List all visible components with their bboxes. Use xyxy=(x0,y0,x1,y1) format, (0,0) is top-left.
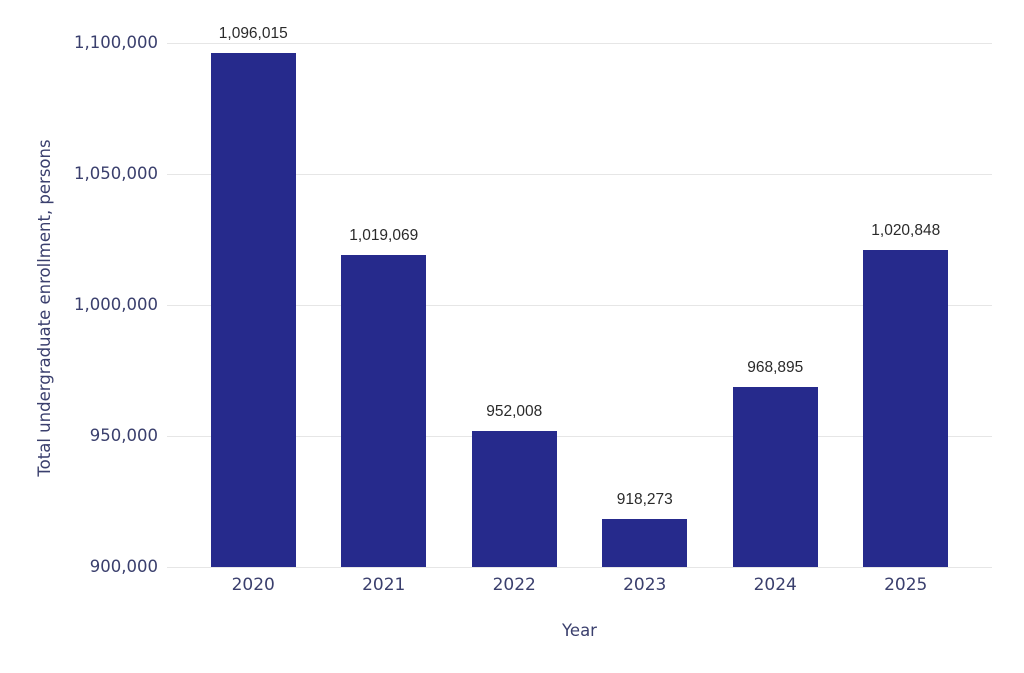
bar-value-label: 1,096,015 xyxy=(218,25,288,43)
gridline xyxy=(167,435,992,437)
bar-value-label: 968,895 xyxy=(747,358,804,376)
x-tick-label: 2021 xyxy=(362,575,406,595)
bar-2022 xyxy=(471,430,557,567)
bar-value-label: 952,008 xyxy=(486,402,543,420)
gridline xyxy=(167,42,992,44)
y-tick-label: 950,000 xyxy=(89,426,158,445)
x-tick-label: 2025 xyxy=(884,575,928,595)
x-axis-title: Year xyxy=(562,621,597,640)
bar-2021 xyxy=(341,255,427,567)
y-tick-label: 1,050,000 xyxy=(74,164,158,183)
x-tick-label: 2020 xyxy=(231,575,275,595)
gridline xyxy=(167,304,992,306)
gridline xyxy=(167,566,992,568)
bar-2023 xyxy=(602,519,688,567)
gridline xyxy=(167,173,992,175)
bar-2025 xyxy=(863,250,949,567)
y-tick-label: 1,100,000 xyxy=(74,33,158,52)
bar-value-label: 1,020,848 xyxy=(871,222,941,240)
x-tick-label: 2024 xyxy=(753,575,797,595)
bar-2020 xyxy=(210,53,296,567)
bar-value-label: 1,019,069 xyxy=(349,227,419,245)
bar-value-label: 918,273 xyxy=(616,491,673,509)
y-tick-label: 1,000,000 xyxy=(74,295,158,314)
x-tick-label: 2022 xyxy=(492,575,536,595)
y-tick-label: 900,000 xyxy=(89,557,158,576)
plot-area: 900,000 950,000 1,000,000 1,050,000 1,100,00… xyxy=(74,25,992,595)
bar-2024 xyxy=(732,386,818,567)
x-tick-label: 2023 xyxy=(623,575,667,595)
